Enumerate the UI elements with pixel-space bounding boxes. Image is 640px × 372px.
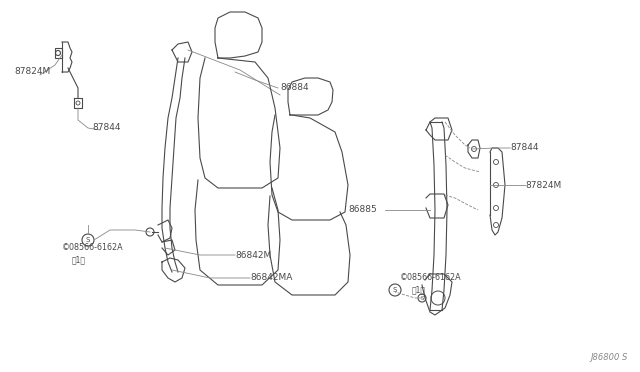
Text: 86842M: 86842M — [235, 250, 271, 260]
Text: 87844: 87844 — [92, 124, 120, 132]
Text: （1）: （1） — [412, 285, 426, 295]
Text: （1）: （1） — [72, 256, 86, 264]
Text: 86884: 86884 — [280, 83, 308, 93]
Text: S: S — [393, 287, 397, 293]
Text: ©08566-6162A: ©08566-6162A — [400, 273, 461, 282]
Text: 87824M: 87824M — [525, 180, 561, 189]
Text: 86842MA: 86842MA — [250, 273, 292, 282]
Text: 86885: 86885 — [348, 205, 377, 215]
Text: 87844: 87844 — [510, 144, 538, 153]
Text: ©08566-6162A: ©08566-6162A — [62, 244, 124, 253]
Text: 87824M: 87824M — [14, 67, 51, 77]
Text: S: S — [86, 237, 90, 243]
Text: J86800 S: J86800 S — [591, 353, 628, 362]
Text: S: S — [420, 295, 424, 301]
